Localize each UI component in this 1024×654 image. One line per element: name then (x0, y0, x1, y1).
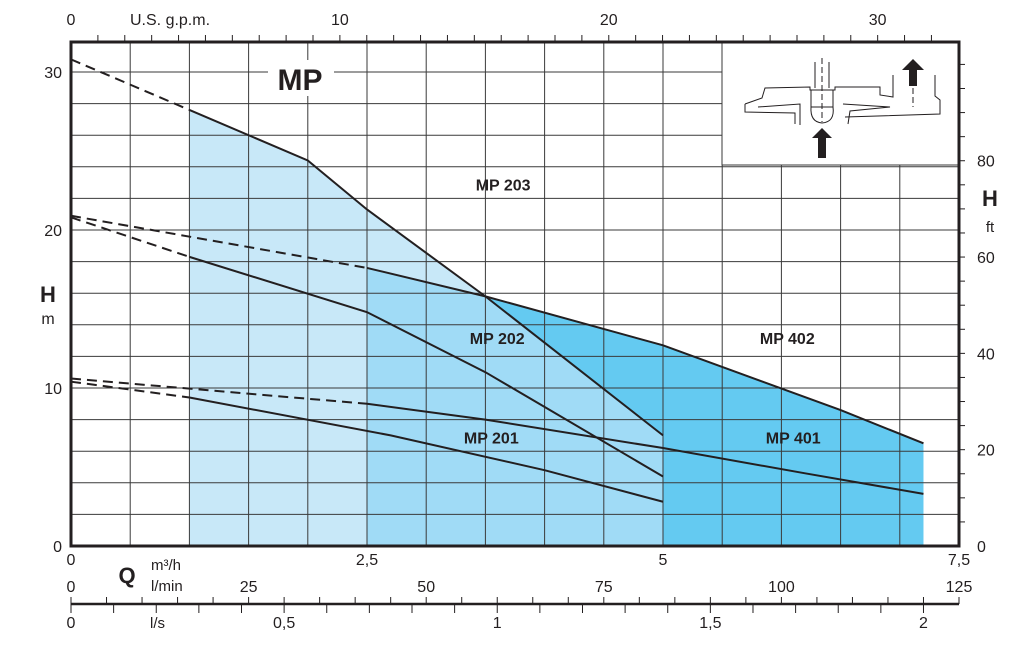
x-tick-label: 2,5 (356, 552, 378, 569)
lmin-tick-label: 100 (768, 579, 795, 596)
ft-tick-label: 40 (977, 346, 995, 363)
x-axis-label: Q (118, 563, 135, 588)
curve-dashed (70, 58, 190, 111)
curve-dashed (70, 380, 190, 399)
arrow-up-icon (812, 128, 832, 158)
y-tick-label: 30 (44, 65, 62, 82)
y2-axis-unit: ft (986, 219, 995, 236)
x-axis-unit-ls: l/s (150, 615, 165, 632)
ls-tick-label: 1,5 (699, 615, 721, 632)
curve-line (189, 396, 664, 503)
top-axis-unit: U.S. g.p.m. (130, 12, 210, 29)
lmin-tick-label: 75 (595, 579, 613, 596)
pump-diagram-inset (721, 41, 960, 166)
pump-curves: MP 203 MP 202 MP 402 MP 401 MP 201 (70, 58, 924, 503)
curve-label: MP 402 (760, 331, 815, 348)
curve-dashed (70, 216, 190, 258)
axes (69, 35, 965, 613)
title-box: MP (268, 60, 334, 97)
arrow-up-icon (902, 59, 924, 86)
lmin-tick-label: 125 (946, 579, 973, 596)
ls-tick-label: 1 (493, 615, 502, 632)
curve-line (366, 266, 924, 445)
gpm-tick-label: 20 (600, 12, 618, 29)
lmin-tick-label: 0 (67, 579, 76, 596)
y-tick-label: 20 (44, 223, 62, 240)
curve-line (366, 402, 924, 495)
gpm-tick-label: 0 (67, 12, 76, 29)
curve-label: MP 201 (464, 430, 519, 447)
chart-title: MP (278, 64, 323, 97)
curve-label: MP 203 (476, 178, 531, 195)
ft-tick-label: 0 (977, 539, 986, 556)
gpm-tick-label: 10 (331, 12, 349, 29)
plot-frame (69, 40, 961, 548)
gpm-tick-label: 30 (869, 12, 887, 29)
y-tick-label: 0 (53, 539, 62, 556)
curve-label: MP 202 (470, 331, 525, 348)
x-axis-unit-lmin: l/min (151, 578, 183, 595)
grid-lines (71, 42, 959, 546)
ft-tick-label: 80 (977, 154, 995, 171)
operating-area-fills (189, 109, 924, 547)
lmin-tick-label: 25 (240, 579, 258, 596)
curve-dashed (70, 214, 368, 269)
x-tick-label: 5 (659, 552, 668, 569)
x-tick-label: 0 (67, 552, 76, 569)
area-medium (367, 267, 663, 546)
curve-line (189, 109, 664, 437)
ls-tick-label: 0 (67, 615, 76, 632)
y2-axis-label: H (982, 186, 998, 211)
y-axis-label: H (40, 282, 56, 307)
y-axis-unit: m (41, 311, 54, 328)
ls-tick-label: 0,5 (273, 615, 295, 632)
curve-line (189, 255, 664, 478)
curve-label: MP 401 (766, 430, 821, 447)
x-axis-unit-m3h: m³/h (151, 557, 181, 574)
y-tick-label: 10 (44, 381, 62, 398)
ft-tick-label: 20 (977, 443, 995, 460)
ft-tick-label: 60 (977, 250, 995, 267)
lmin-tick-label: 50 (417, 579, 435, 596)
curve-dashed (70, 377, 368, 405)
x-tick-label: 7,5 (948, 552, 970, 569)
ls-tick-label: 2 (919, 615, 928, 632)
